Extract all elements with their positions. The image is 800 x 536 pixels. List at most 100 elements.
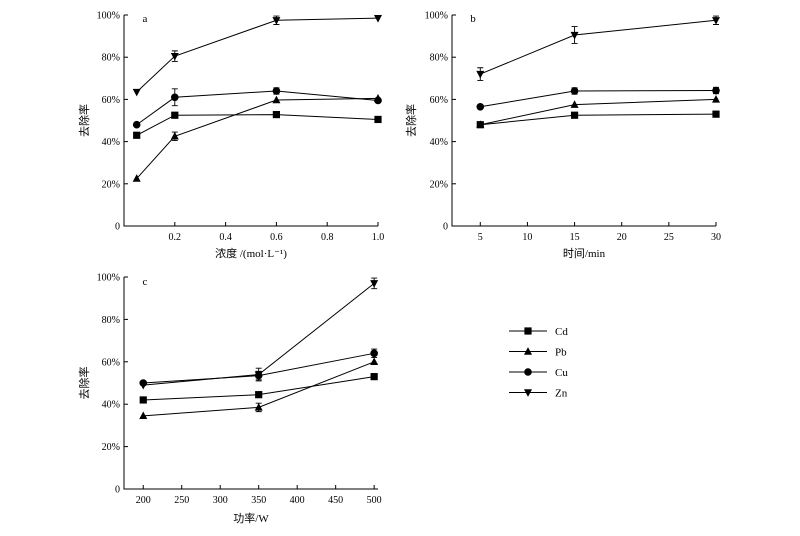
y-axis-label: 去除率 bbox=[77, 367, 91, 400]
data-point bbox=[374, 115, 382, 124]
data-point bbox=[476, 70, 485, 79]
series-line bbox=[136, 114, 379, 136]
legend-label: Cd bbox=[555, 326, 568, 338]
x-tick-label: 10 bbox=[522, 232, 532, 243]
data-point bbox=[570, 31, 579, 40]
data-point bbox=[712, 95, 720, 103]
x-tick-label: 25 bbox=[664, 232, 674, 243]
series-line bbox=[480, 90, 717, 108]
series-pb bbox=[139, 357, 379, 420]
data-point bbox=[255, 391, 263, 399]
data-point bbox=[272, 87, 281, 95]
series-cu bbox=[476, 86, 720, 111]
panel-label: a bbox=[143, 13, 148, 25]
x-tick-label: 350 bbox=[251, 495, 266, 506]
y-tick-label: 100% bbox=[97, 11, 120, 22]
y-tick-label: 100% bbox=[425, 11, 448, 22]
x-tick-label: 300 bbox=[213, 495, 228, 506]
x-tick-label: 450 bbox=[328, 495, 343, 506]
panel-label: c bbox=[143, 276, 148, 288]
data-point bbox=[171, 111, 179, 119]
data-point bbox=[476, 102, 485, 111]
x-axis-label: 浓度 /(mol·L⁻¹) bbox=[215, 246, 287, 260]
series-pb bbox=[476, 95, 720, 128]
legend-label: Pb bbox=[555, 347, 567, 359]
y-tick-label: 60% bbox=[430, 95, 448, 106]
x-tick-label: 250 bbox=[174, 495, 189, 506]
data-point bbox=[712, 86, 720, 95]
data-point bbox=[370, 280, 379, 288]
y-tick-label: 0 bbox=[115, 222, 120, 233]
series-cd bbox=[139, 373, 378, 404]
x-tick-label: 20 bbox=[617, 232, 627, 243]
data-point bbox=[132, 120, 141, 129]
panel-label: b bbox=[470, 13, 476, 25]
chart-panel-a: 0 20% 40% 60% 80% 100% 0.2 0.4 0.6 0.8 1.0 a 浓度 /(mo… bbox=[77, 11, 384, 261]
data-point bbox=[570, 100, 579, 108]
y-tick-label: 0 bbox=[443, 222, 448, 233]
y-tick-label: 80% bbox=[430, 53, 448, 64]
y-tick-label: 60% bbox=[102, 95, 120, 106]
data-point bbox=[132, 88, 141, 97]
series-zn bbox=[476, 15, 720, 81]
y-tick-label: 80% bbox=[102, 53, 120, 64]
data-point bbox=[139, 396, 147, 404]
data-point bbox=[476, 120, 485, 128]
x-tick-label: 0.8 bbox=[321, 232, 334, 243]
legend-marker bbox=[524, 347, 532, 355]
x-tick-label: 500 bbox=[367, 495, 382, 506]
data-point bbox=[374, 96, 382, 105]
x-axis-label: 功率/W bbox=[233, 511, 269, 525]
series-line bbox=[136, 97, 379, 179]
x-tick-label: 200 bbox=[136, 495, 151, 506]
series-line bbox=[480, 19, 717, 75]
series-cd bbox=[476, 110, 720, 129]
data-point bbox=[254, 402, 263, 411]
y-tick-label: 0 bbox=[115, 485, 120, 496]
x-tick-label: 0.2 bbox=[169, 232, 182, 243]
x-tick-label: 30 bbox=[711, 232, 721, 243]
series-line bbox=[480, 113, 717, 126]
data-point bbox=[370, 373, 378, 381]
x-tick-label: 5 bbox=[478, 232, 483, 243]
series-pb bbox=[132, 93, 382, 182]
x-tick-label: 0.6 bbox=[270, 232, 283, 243]
y-axis-label: 去除率 bbox=[77, 104, 91, 137]
chart-panel-c: 0 20% 40% 60% 80% 100% 200 250 300 350 400 450 500 c 功… bbox=[77, 273, 382, 526]
series-cu bbox=[132, 87, 382, 129]
y-tick-label: 40% bbox=[102, 400, 120, 411]
data-point bbox=[374, 14, 382, 23]
legend: Cd Pb Cu Zn bbox=[509, 326, 568, 400]
y-axis-label: 去除率 bbox=[404, 104, 418, 137]
series-zn bbox=[132, 14, 382, 97]
y-tick-label: 60% bbox=[102, 357, 120, 368]
axes-a bbox=[123, 15, 378, 227]
data-point bbox=[139, 381, 148, 390]
legend-label: Zn bbox=[555, 388, 568, 400]
y-tick-label: 40% bbox=[102, 137, 120, 148]
axes-b bbox=[451, 15, 716, 227]
data-point bbox=[272, 110, 280, 119]
legend-item-cd: Cd bbox=[509, 326, 568, 338]
data-point bbox=[370, 349, 378, 358]
data-point bbox=[171, 93, 179, 102]
series-zn bbox=[139, 277, 379, 390]
y-tick-label: 20% bbox=[102, 442, 120, 453]
data-point bbox=[272, 95, 281, 104]
y-tick-label: 20% bbox=[430, 179, 448, 190]
y-tick-label: 20% bbox=[102, 179, 120, 190]
data-point bbox=[370, 357, 379, 365]
data-point bbox=[133, 131, 141, 139]
x-tick-label: 15 bbox=[570, 232, 580, 243]
series-line bbox=[136, 17, 379, 93]
data-point bbox=[570, 111, 579, 119]
data-point bbox=[712, 110, 720, 118]
series-cd bbox=[133, 110, 382, 139]
legend-item-zn: Zn bbox=[509, 388, 568, 400]
legend-marker bbox=[524, 327, 532, 335]
legend-label: Cu bbox=[555, 367, 568, 379]
legend-item-cu: Cu bbox=[509, 367, 568, 379]
legend-marker bbox=[524, 368, 532, 376]
x-axis-label: 时间/min bbox=[563, 247, 606, 260]
